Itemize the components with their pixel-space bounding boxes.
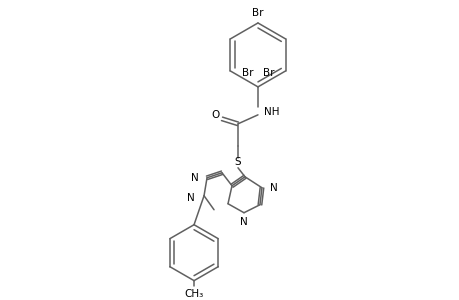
Text: Br: Br xyxy=(241,68,252,78)
Text: Br: Br xyxy=(263,68,274,78)
Text: N: N xyxy=(191,173,199,183)
Text: O: O xyxy=(210,110,218,120)
Text: Br: Br xyxy=(252,8,263,18)
Text: N: N xyxy=(269,183,277,193)
Text: NH: NH xyxy=(263,107,279,117)
Text: N: N xyxy=(187,193,195,203)
Text: S: S xyxy=(234,157,241,167)
Text: N: N xyxy=(240,217,247,227)
Text: CH₃: CH₃ xyxy=(184,289,203,298)
